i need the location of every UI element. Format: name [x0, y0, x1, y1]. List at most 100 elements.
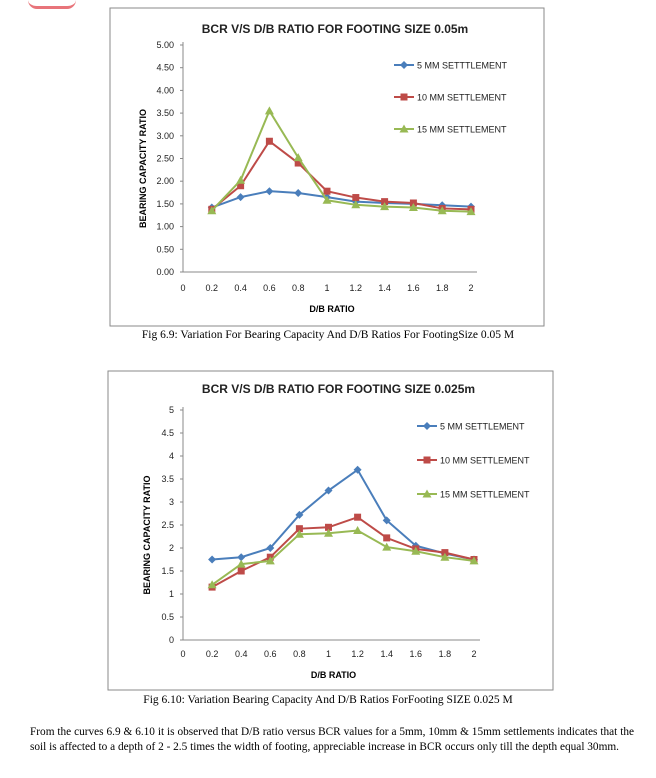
x-tick-label: 0.2: [206, 283, 219, 293]
legend-label: 5 MM SETTTLEMENT: [417, 61, 508, 71]
legend-entry: 5 MM SETTTLEMENT: [394, 61, 508, 71]
data-point: [295, 525, 303, 533]
x-tick-label: 0.4: [235, 649, 248, 659]
data-point: [293, 153, 303, 162]
y-tick-label: 5: [169, 405, 174, 415]
legend-label: 15 MM SETTLEMENT: [417, 125, 507, 135]
data-point: [208, 555, 217, 564]
y-tick-label: 3: [169, 497, 174, 507]
data-point: [354, 513, 362, 521]
data-point: [382, 542, 392, 551]
data-point: [352, 194, 360, 202]
data-point: [207, 580, 217, 589]
series-line: [211, 529, 475, 586]
data-point: [440, 552, 450, 561]
y-tick-label: 0.00: [156, 267, 174, 277]
y-tick-label: 4: [169, 451, 174, 461]
x-tick-label: 0.8: [293, 649, 306, 659]
y-axis-label: BEARING CAPACITY RATIO: [138, 109, 148, 228]
legend-entry: 10 MM SETTLEMENT: [394, 93, 507, 103]
x-axis-label: D/B RATIO: [309, 304, 354, 314]
series-1: [208, 465, 478, 564]
data-point: [351, 200, 361, 209]
data-point: [383, 534, 391, 542]
legend-label: 10 MM SETTLEMENT: [417, 93, 507, 103]
y-tick-label: 2.5: [161, 520, 174, 530]
data-point: [237, 553, 246, 562]
data-point: [264, 106, 274, 115]
x-tick-label: 1.6: [410, 649, 423, 659]
y-tick-label: 5.00: [156, 40, 174, 50]
y-tick-label: 2: [169, 543, 174, 553]
x-tick-label: 2: [471, 649, 476, 659]
legend-marker: [400, 61, 408, 69]
x-tick-label: 1: [326, 649, 331, 659]
chart-1-svg: BCR V/S D/B RATIO FOR FOOTING SIZE 0.05m…: [109, 7, 545, 327]
data-point: [409, 199, 417, 207]
y-tick-label: 4.5: [161, 428, 174, 438]
y-tick-label: 0.5: [161, 612, 174, 622]
data-point: [322, 195, 332, 204]
x-tick-label: 1.2: [351, 649, 364, 659]
data-point: [408, 203, 418, 212]
y-tick-label: 1.50: [156, 199, 174, 209]
x-tick-label: 1.6: [407, 283, 420, 293]
legend-marker: [423, 456, 431, 464]
y-tick-label: 2.00: [156, 176, 174, 186]
data-point: [437, 206, 447, 215]
chart-2-svg: BCR V/S D/B RATIO FOR FOOTING SIZE 0.025…: [107, 370, 554, 691]
data-point: [265, 137, 273, 145]
x-tick-label: 1.4: [380, 649, 393, 659]
x-axis-label: D/B RATIO: [311, 670, 356, 680]
y-tick-label: 3.5: [161, 474, 174, 484]
data-point: [353, 526, 363, 535]
data-point: [236, 193, 245, 202]
legend-marker: [400, 93, 408, 101]
data-point: [236, 175, 246, 184]
y-tick-label: 3.50: [156, 108, 174, 118]
x-tick-label: 1: [324, 283, 329, 293]
data-point: [325, 523, 332, 531]
legend-marker: [423, 422, 431, 430]
y-tick-label: 1.00: [156, 222, 174, 232]
data-point: [265, 556, 275, 565]
chart-title: BCR V/S D/B RATIO FOR FOOTING SIZE 0.025…: [202, 382, 475, 396]
legend-label: 15 MM SETTLEMENT: [440, 490, 530, 500]
data-point: [265, 187, 274, 196]
legend-label: 5 MM SETTLEMENT: [440, 422, 525, 432]
chart-1: BCR V/S D/B RATIO FOR FOOTING SIZE 0.05m…: [0, 0, 656, 330]
series-line: [212, 468, 475, 561]
data-point: [466, 207, 476, 216]
data-point: [411, 546, 421, 555]
logo-fragment: [28, 0, 76, 9]
x-tick-label: 0.2: [206, 649, 219, 659]
body-paragraph: From the curves 6.9 & 6.10 it is observe…: [30, 726, 634, 753]
data-point: [381, 198, 389, 206]
series-line: [211, 139, 472, 211]
legend-marker: [399, 124, 409, 133]
data-point: [294, 189, 303, 198]
x-tick-label: 0.8: [292, 283, 305, 293]
data-point: [382, 516, 391, 525]
data-point: [294, 159, 302, 167]
chart-border: [109, 7, 545, 327]
data-point: [324, 486, 333, 495]
series-line: [211, 190, 472, 209]
data-point: [237, 567, 245, 575]
y-tick-label: 2.50: [156, 154, 174, 164]
y-tick-label: 3.00: [156, 131, 174, 141]
x-tick-label: 1.4: [378, 283, 391, 293]
series-line: [211, 108, 472, 213]
chart-title: BCR V/S D/B RATIO FOR FOOTING SIZE 0.05m: [202, 22, 468, 36]
series-line: [211, 516, 475, 588]
series-3: [207, 526, 479, 589]
x-tick-label: 0.6: [263, 283, 276, 293]
y-tick-label: 1.5: [161, 566, 174, 576]
data-point: [295, 510, 304, 519]
x-tick-label: 2: [468, 283, 473, 293]
x-tick-label: 1.2: [350, 283, 363, 293]
y-tick-label: 0: [169, 635, 174, 645]
legend-entry: 15 MM SETTLEMENT: [394, 124, 507, 135]
x-tick-label: 0: [180, 283, 185, 293]
legend-entry: 5 MM SETTLEMENT: [417, 422, 525, 432]
